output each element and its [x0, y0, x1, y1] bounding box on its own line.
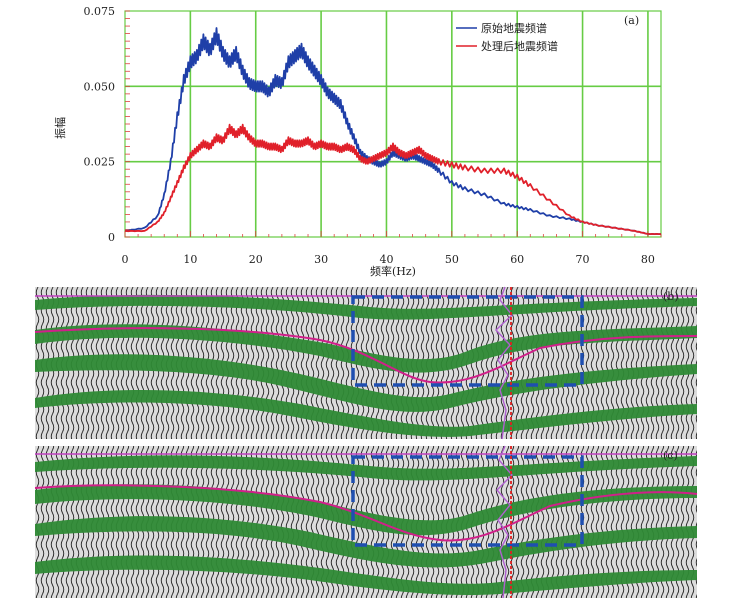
- panel-label-c: (c): [663, 449, 678, 462]
- series: [124, 27, 662, 235]
- legend-label-processed: 处理后地震频谱: [481, 39, 558, 53]
- highlight-box-c: [351, 455, 584, 547]
- green-reflectors: [35, 294, 697, 437]
- seismic-section-b: (b): [34, 286, 698, 440]
- spectrum-chart: 0 10 20 30 40 50 60 70 80 0 0.025 0.050 0.075 频率(Hz…: [53, 5, 662, 278]
- highlight-box-b: [351, 295, 584, 387]
- magenta-horizon-c: [34, 484, 698, 542]
- x-tick-label: 40: [379, 253, 393, 266]
- panel-label-a: (a): [624, 14, 639, 27]
- x-tick-labels: 0 10 20 30 40 50 60 70 80: [122, 253, 655, 266]
- green-reflectors: [35, 455, 697, 596]
- legend: 原始地震频谱 处理后地震频谱: [456, 21, 558, 53]
- x-axis-title: 频率(Hz): [370, 264, 416, 278]
- x-tick-label: 60: [510, 253, 524, 266]
- series-line-1: [124, 123, 662, 235]
- y-tick-label: 0.025: [84, 156, 116, 169]
- minor-ticks: [124, 10, 662, 238]
- y-axis-title: 振幅: [53, 117, 67, 139]
- plot-background: [124, 10, 662, 238]
- series-line-0: [124, 27, 662, 235]
- well-log-b: [495, 286, 513, 440]
- magenta-horizon-b: [34, 327, 698, 384]
- x-tick-label: 50: [445, 253, 459, 266]
- seismic-section-c: (c): [34, 445, 698, 599]
- legend-label-original: 原始地震频谱: [481, 21, 547, 35]
- x-tick-label: 70: [576, 253, 590, 266]
- panel-label-b: (b): [663, 290, 679, 303]
- x-tick-label: 10: [183, 253, 197, 266]
- grid: [125, 11, 661, 237]
- y-tick-label: 0: [108, 231, 115, 244]
- x-tick-label: 30: [314, 253, 328, 266]
- well-log-c: [496, 445, 513, 599]
- x-tick-label: 20: [249, 253, 263, 266]
- y-tick-label: 0.050: [84, 80, 116, 93]
- x-tick-label: 0: [122, 253, 129, 266]
- y-tick-label: 0.075: [84, 5, 116, 18]
- y-tick-labels: 0 0.025 0.050 0.075: [84, 5, 116, 244]
- x-tick-label: 80: [641, 253, 655, 266]
